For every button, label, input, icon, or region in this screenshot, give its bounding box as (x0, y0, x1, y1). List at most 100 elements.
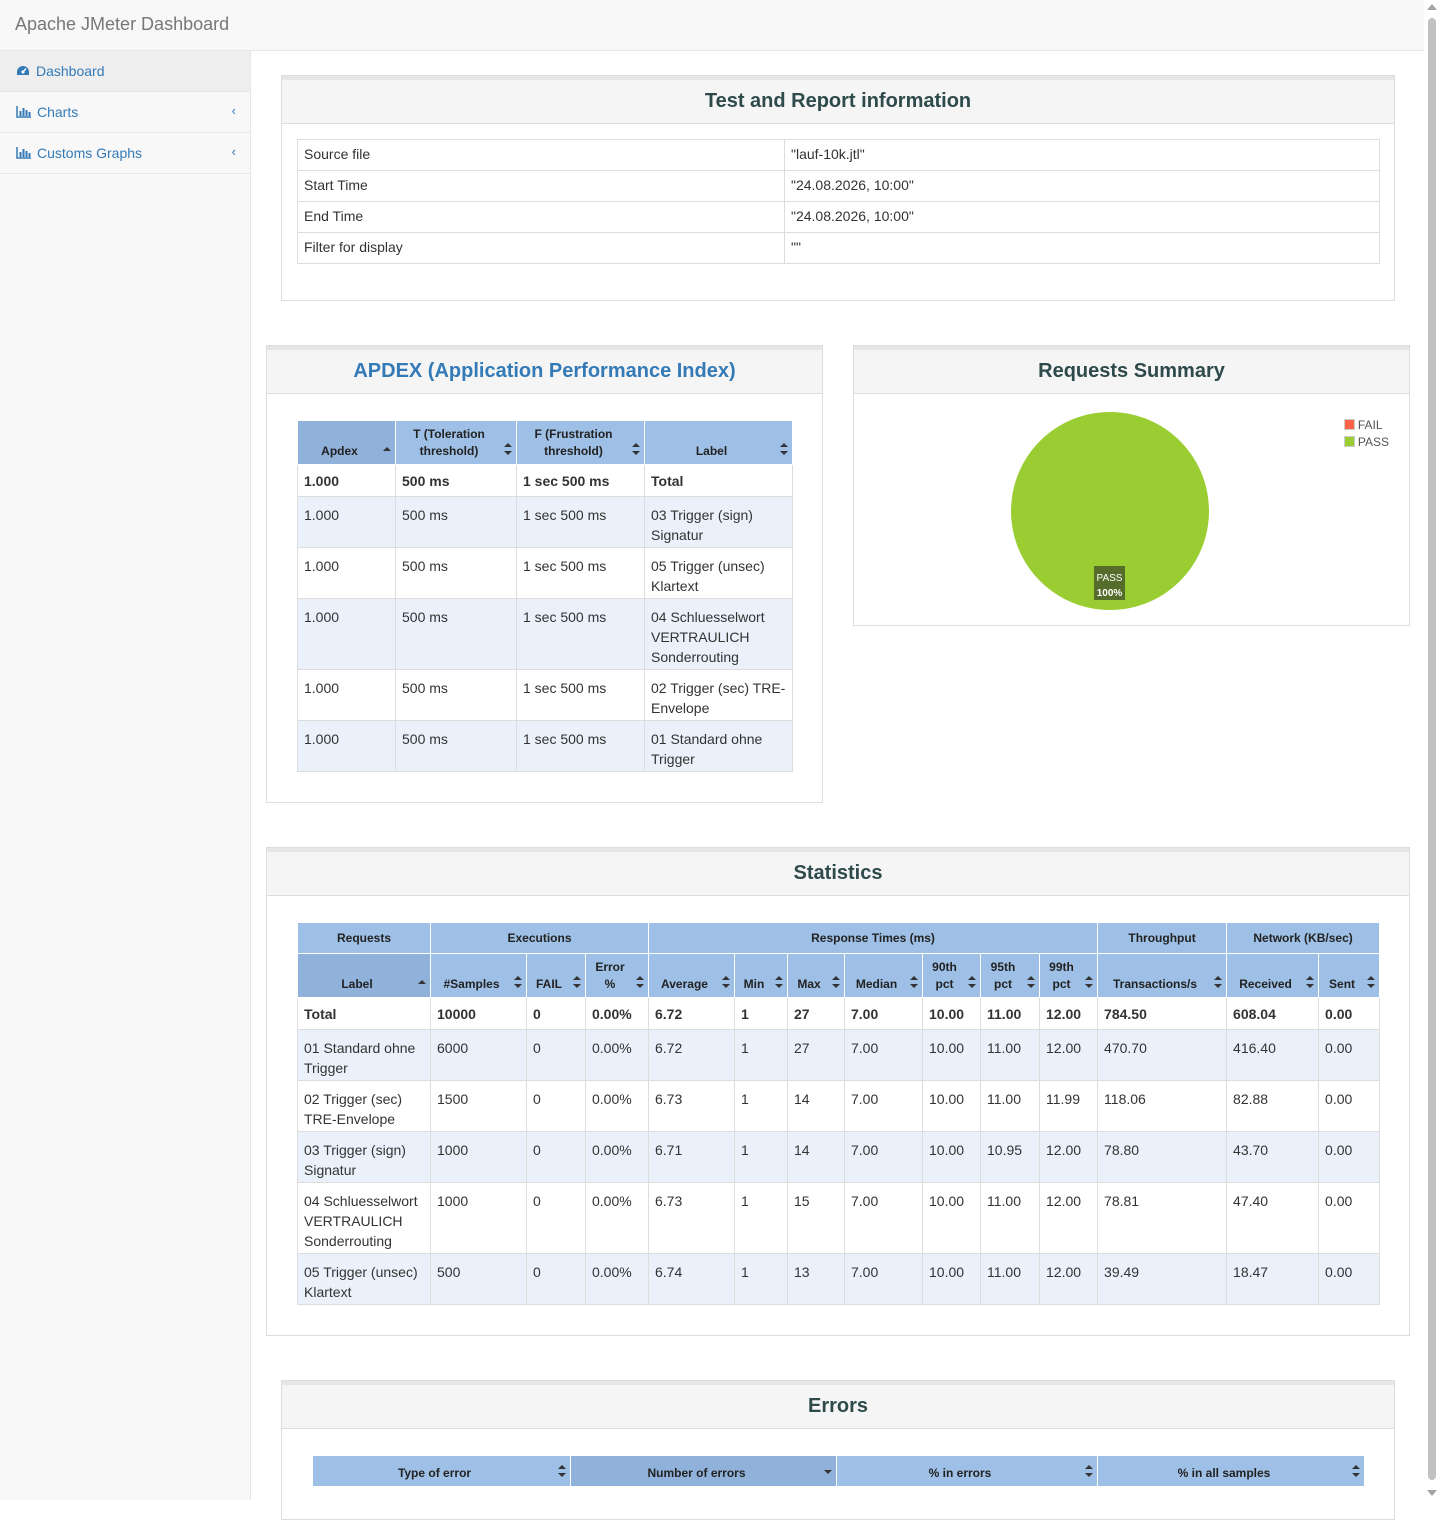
cell: 1.000 (297, 720, 396, 772)
cell: 7.00 (844, 1080, 923, 1132)
column-header-average[interactable]: Average (648, 953, 735, 998)
column-header-sent[interactable]: Sent (1318, 953, 1381, 998)
column-header-type-of-error[interactable]: Type of error (312, 1455, 571, 1487)
group-header-throughput: Throughput (1097, 922, 1228, 954)
sort-icon (1367, 976, 1376, 988)
chevron-left-icon[interactable]: ‹ (231, 103, 236, 118)
column-header-frustration[interactable]: F (Frustration threshold) (516, 420, 645, 465)
legend-item-pass[interactable]: PASS (1343, 433, 1389, 450)
column-header-95th-pct[interactable]: 95th pct (980, 953, 1040, 998)
header-label: #Samples (443, 977, 500, 991)
sidebar-item-charts[interactable]: Charts ‹ (0, 92, 250, 133)
info-key: Source file (297, 139, 785, 171)
cell: 10.00 (922, 1080, 981, 1132)
column-header-fail[interactable]: FAIL (526, 953, 586, 998)
column-header-pct-in-all-samples[interactable]: % in all samples (1097, 1455, 1365, 1487)
cell: 500 ms (395, 598, 517, 670)
sidebar-item-label: Customs Graphs (37, 145, 143, 161)
sort-icon (1027, 976, 1035, 988)
cell: 1 (734, 1253, 788, 1305)
cell: 0 (526, 1080, 586, 1132)
bar-chart-icon (16, 106, 31, 118)
pie-slice-pass[interactable] (1011, 412, 1209, 610)
cell: 78.81 (1097, 1182, 1228, 1254)
table-row: 1.000 500 ms 1 sec 500 ms 02 Trigger (se… (297, 669, 793, 721)
total-row: 1.000 500 ms 1 sec 500 ms Total (297, 464, 793, 497)
cell: 1.000 (297, 547, 396, 599)
cell: 6.72 (648, 1029, 735, 1081)
cell: 7.00 (844, 997, 923, 1030)
legend-label: FAIL (1357, 417, 1383, 432)
cell: 01 Standard ohne Trigger (297, 1029, 431, 1081)
sort-icon (1214, 976, 1223, 988)
column-header-apdex[interactable]: Apdex (297, 420, 396, 465)
legend-item-fail[interactable]: FAIL (1343, 416, 1389, 433)
table-row: Start Time "24.08.2026, 10:00" (297, 170, 1380, 202)
column-header-pct-in-errors[interactable]: % in errors (836, 1455, 1098, 1487)
apdex-panel: APDEX (Application Performance Index) Ap… (266, 345, 823, 803)
pie-slice-label: PASS (1097, 573, 1123, 584)
dashboard-icon (17, 66, 29, 75)
cell: 15 (787, 1182, 845, 1254)
scroll-down-arrow-icon[interactable] (1427, 1490, 1437, 1496)
sort-icon (1085, 976, 1094, 988)
cell: 6.73 (648, 1182, 735, 1254)
cell: 7.00 (844, 1029, 923, 1081)
column-header-number-of-errors[interactable]: Number of errors (570, 1455, 837, 1487)
info-value: "24.08.2026, 10:00" (784, 201, 1380, 233)
info-value: "" (784, 232, 1380, 264)
column-header-label[interactable]: Label (297, 953, 431, 998)
cell: 1 (734, 1131, 788, 1183)
cell: 0 (526, 1253, 586, 1305)
sort-icon (573, 976, 581, 988)
column-header-toleration[interactable]: T (Toleration threshold) (395, 420, 517, 465)
report-info-table: Source file "lauf-10k.jtl" Start Time "2… (297, 139, 1380, 264)
column-header-min[interactable]: Min (734, 953, 788, 998)
cell: 1 (734, 1029, 788, 1081)
sort-icon (775, 976, 783, 988)
scrollbar-thumb[interactable] (1428, 18, 1436, 1480)
cell: 1500 (430, 1080, 527, 1132)
cell: 6.73 (648, 1080, 735, 1132)
statistics-panel: Statistics Requests Executions Response … (266, 847, 1410, 1336)
sort-icon (780, 443, 788, 455)
sort-icon (514, 976, 522, 988)
info-key: Start Time (297, 170, 785, 202)
scroll-up-arrow-icon[interactable] (1427, 4, 1437, 10)
column-header-error-pct[interactable]: Error % (585, 953, 649, 998)
sidebar-item-customs-graphs[interactable]: Customs Graphs ‹ (0, 133, 250, 174)
cell: 1 sec 500 ms (516, 547, 645, 599)
column-header-99th-pct[interactable]: 99th pct (1038, 953, 1099, 998)
column-header-max[interactable]: Max (787, 953, 845, 998)
column-header-samples[interactable]: #Samples (430, 953, 527, 998)
cell: 0.00 (1318, 1253, 1381, 1305)
header-label: Label (695, 444, 728, 458)
cell: 11.00 (980, 997, 1040, 1030)
column-header-received[interactable]: Received (1226, 953, 1320, 998)
sidebar-item-label: Charts (37, 104, 79, 120)
column-header-label[interactable]: Label (644, 420, 793, 465)
column-header-90th-pct[interactable]: 90th pct (922, 953, 981, 998)
table-row: End Time "24.08.2026, 10:00" (297, 201, 1380, 233)
column-header-transactions[interactable]: Transactions/s (1097, 953, 1228, 998)
table-row: 04 Schluesselwort VERTRAULICH Sonderrout… (297, 1182, 1381, 1254)
table-row: Filter for display "" (297, 232, 1380, 264)
app-title[interactable]: Apache JMeter Dashboard (15, 14, 230, 34)
sort-icon (832, 976, 840, 988)
sidebar-item-dashboard[interactable]: Dashboard (0, 51, 250, 92)
cell: 10.00 (922, 997, 981, 1030)
cell: 11.00 (980, 1253, 1040, 1305)
header-label: FAIL (536, 977, 562, 991)
header-label: Median (855, 977, 898, 991)
table-row: 1.000 500 ms 1 sec 500 ms 03 Trigger (si… (297, 496, 793, 548)
cell: 6000 (430, 1029, 527, 1081)
sort-icon (1306, 976, 1315, 988)
apdex-title[interactable]: APDEX (Application Performance Index) (267, 346, 822, 394)
column-header-median[interactable]: Median (844, 953, 923, 998)
cell: 7.00 (844, 1253, 923, 1305)
cell: 1.000 (297, 669, 396, 721)
page-scrollbar[interactable] (1424, 0, 1440, 1500)
chevron-left-icon[interactable]: ‹ (231, 144, 236, 159)
header-label: Type of error (397, 1466, 472, 1480)
header-label: % in errors (928, 1466, 992, 1480)
